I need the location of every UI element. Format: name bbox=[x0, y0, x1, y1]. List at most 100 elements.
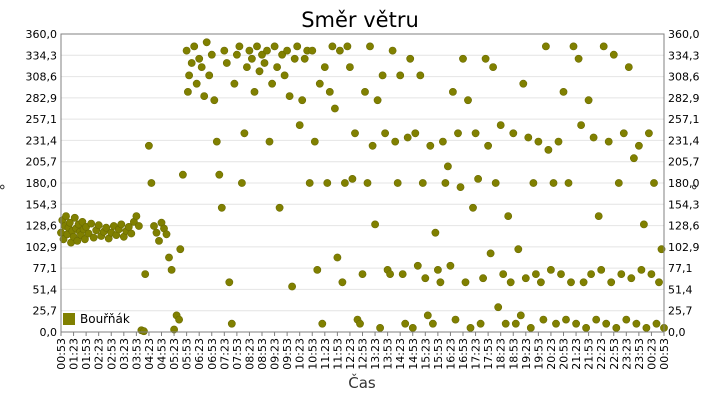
data-point bbox=[144, 141, 153, 150]
data-point bbox=[454, 129, 462, 138]
data-point bbox=[87, 219, 96, 228]
data-point bbox=[185, 71, 193, 80]
y-tick-label-left: 77,1 bbox=[33, 262, 58, 275]
y-tick-label-right: 334,3 bbox=[668, 49, 700, 62]
x-tick-label: 12:23 bbox=[344, 338, 357, 370]
data-point bbox=[195, 54, 204, 63]
data-point bbox=[587, 270, 595, 278]
y-tick-label-left: 154,3 bbox=[26, 198, 58, 211]
data-point bbox=[225, 278, 234, 287]
data-point bbox=[176, 245, 185, 254]
x-tick-label: 23:53 bbox=[633, 338, 646, 370]
data-point bbox=[235, 42, 244, 51]
data-point bbox=[278, 50, 286, 59]
data-point bbox=[323, 179, 332, 187]
y-tick-label-right: 51,4 bbox=[668, 283, 693, 296]
data-point bbox=[215, 170, 224, 179]
data-point bbox=[363, 179, 372, 187]
data-point bbox=[220, 46, 229, 55]
data-point bbox=[637, 265, 646, 274]
data-point bbox=[310, 137, 319, 146]
data-point bbox=[632, 319, 641, 328]
data-point bbox=[635, 141, 643, 150]
y-tick-label-left: 180,0 bbox=[26, 177, 58, 190]
y-axis-label-right: ° bbox=[689, 183, 707, 191]
data-point bbox=[655, 278, 663, 287]
data-point bbox=[481, 54, 490, 63]
data-point bbox=[537, 278, 545, 287]
y-tick-label-left: 282,9 bbox=[26, 92, 58, 105]
y-tick-label-right: 77,1 bbox=[668, 262, 693, 275]
data-point bbox=[652, 319, 661, 328]
x-axis-ticks: 00:53 01:23 01:53 02:23 02:53 03:23 03:53 04:23… bbox=[55, 332, 671, 370]
data-point bbox=[459, 54, 467, 63]
data-point bbox=[62, 212, 70, 220]
data-point bbox=[313, 265, 322, 274]
x-tick-label: 18:53 bbox=[507, 338, 520, 370]
data-point bbox=[388, 46, 397, 55]
x-tick-label: 20:23 bbox=[545, 338, 558, 370]
data-point bbox=[333, 253, 342, 262]
data-point bbox=[443, 162, 452, 171]
data-point bbox=[273, 63, 281, 71]
data-point bbox=[501, 319, 510, 328]
data-point bbox=[624, 63, 633, 71]
data-point bbox=[356, 319, 364, 328]
x-tick-label: 20:53 bbox=[558, 338, 571, 370]
y-tick-label-left: 308,6 bbox=[26, 71, 58, 84]
data-point bbox=[200, 92, 209, 100]
data-point bbox=[451, 315, 460, 324]
data-point bbox=[165, 253, 173, 262]
data-point bbox=[320, 63, 329, 71]
data-points bbox=[57, 38, 668, 336]
data-point bbox=[408, 323, 417, 332]
data-point bbox=[539, 315, 548, 324]
data-point bbox=[190, 42, 199, 51]
data-point bbox=[431, 228, 440, 237]
data-point bbox=[263, 46, 271, 55]
x-tick-label: 17:23 bbox=[470, 338, 483, 370]
x-tick-label: 13:53 bbox=[382, 338, 395, 370]
data-point bbox=[524, 133, 533, 142]
x-tick-label: 11:53 bbox=[331, 338, 344, 370]
data-point bbox=[141, 270, 150, 278]
data-point bbox=[73, 236, 82, 245]
data-point bbox=[391, 137, 400, 146]
data-point bbox=[456, 183, 465, 191]
data-point bbox=[504, 212, 513, 220]
data-point bbox=[280, 71, 289, 80]
y-axis-right-ticks: 0,0 25,7 51,4 77,1 102,9 128,6 154,3 180,0 205,7… bbox=[668, 28, 700, 339]
data-point bbox=[602, 319, 611, 328]
data-point bbox=[557, 270, 565, 278]
y-tick-label-left: 205,7 bbox=[26, 156, 58, 169]
y-tick-label-left: 51,4 bbox=[33, 283, 58, 296]
data-point bbox=[428, 319, 437, 328]
data-point bbox=[293, 42, 302, 51]
data-point bbox=[529, 179, 538, 187]
legend: Bouřňák bbox=[63, 312, 130, 326]
x-tick-label: 01:23 bbox=[68, 338, 81, 370]
x-tick-label: 14:53 bbox=[407, 338, 420, 370]
x-tick-label: 23:23 bbox=[620, 338, 633, 370]
data-point bbox=[607, 278, 616, 287]
data-point bbox=[305, 179, 314, 187]
data-point bbox=[94, 221, 103, 230]
data-point bbox=[466, 323, 475, 332]
data-point bbox=[368, 141, 377, 150]
data-point bbox=[117, 220, 126, 229]
data-point bbox=[295, 121, 304, 129]
x-tick-label: 07:53 bbox=[231, 338, 244, 370]
y-tick-label-left: 0,0 bbox=[40, 326, 58, 339]
data-point bbox=[183, 88, 192, 96]
y-tick-label-right: 257,1 bbox=[668, 113, 700, 126]
x-tick-label: 04:23 bbox=[143, 338, 156, 370]
data-point bbox=[499, 270, 508, 278]
y-tick-label-right: 282,9 bbox=[668, 92, 700, 105]
data-point bbox=[559, 88, 568, 96]
data-point bbox=[315, 79, 324, 88]
data-point bbox=[240, 129, 249, 138]
data-point bbox=[366, 42, 374, 51]
data-point bbox=[245, 46, 254, 55]
data-point bbox=[275, 203, 284, 212]
